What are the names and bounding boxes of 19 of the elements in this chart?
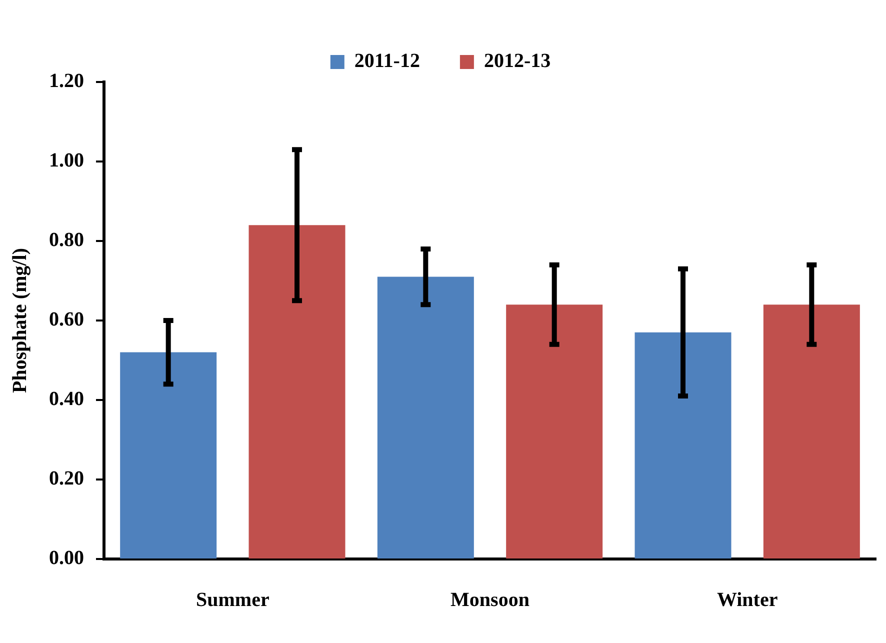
bar bbox=[248, 225, 346, 558]
bar bbox=[763, 304, 860, 558]
x-tick-label: Monsoon bbox=[450, 589, 530, 612]
y-tick-label: 1.00 bbox=[49, 150, 84, 172]
y-tick-label: 0.80 bbox=[49, 229, 84, 252]
bar bbox=[634, 332, 732, 558]
y-tick-label: 0.00 bbox=[49, 547, 84, 570]
y-tick-label: 1.20 bbox=[49, 70, 84, 92]
y-tick-label: 0.60 bbox=[49, 308, 84, 331]
y-tick-label: 0.40 bbox=[49, 388, 84, 410]
x-tick-label: Summer bbox=[196, 589, 270, 612]
y-tick-label: 0.20 bbox=[49, 468, 84, 490]
legend-label: 2011-12 bbox=[354, 50, 420, 72]
bar bbox=[377, 276, 474, 558]
bar bbox=[120, 352, 217, 558]
bar bbox=[506, 304, 603, 558]
x-tick-label: Winter bbox=[716, 589, 778, 612]
y-axis-title: Phosphate (mg/l) bbox=[9, 248, 32, 393]
legend-label: 2012-13 bbox=[484, 50, 551, 72]
